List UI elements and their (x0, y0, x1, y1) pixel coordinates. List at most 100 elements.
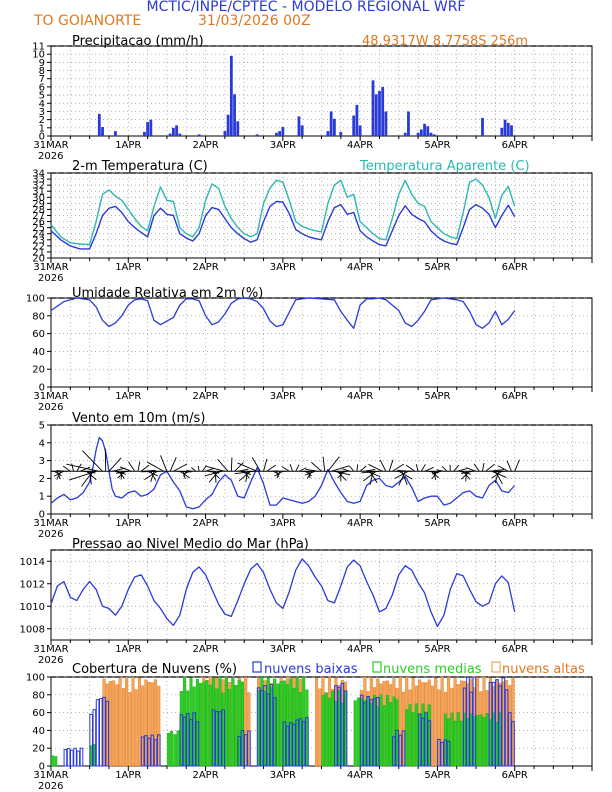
low-cloud-bar (266, 693, 271, 767)
x-tick-label: 5APR (424, 518, 450, 529)
x-tick-label: 6APR (502, 391, 528, 402)
x-tick-label: 6APR (502, 140, 528, 151)
y-tick-label: 25 (32, 223, 45, 234)
mid-cloud-bar (51, 755, 55, 767)
y-tick-label: 20 (32, 365, 45, 376)
low-cloud-bar (243, 734, 248, 767)
wind-arrow (119, 466, 132, 472)
x-tick-label: 3APR (270, 391, 296, 402)
wind-arrow (349, 465, 355, 472)
y-tick-label: 27 (32, 211, 45, 222)
wind-arrow (431, 470, 441, 475)
y-tick-label: 80 (32, 311, 45, 322)
wind-arrow (237, 468, 249, 472)
precip-bar (300, 125, 304, 136)
low-cloud-bar (189, 718, 193, 767)
y-tick-label: 100 (26, 673, 45, 684)
low-cloud-bar (285, 725, 290, 767)
wind-arrow (76, 463, 82, 472)
low-cloud-bar (185, 712, 190, 767)
wind-arrow (361, 470, 380, 474)
y-tick-label: 11 (32, 42, 45, 53)
y-tick-label: 29 (32, 199, 45, 210)
wind-arrow (71, 463, 74, 472)
x-tick-label: 2APR (192, 262, 218, 273)
low-cloud-bar (156, 734, 161, 767)
mid-cloud-bar (279, 681, 283, 767)
low-cloud-bar (269, 683, 274, 767)
wind-arrow (398, 470, 413, 480)
wind-arrow (405, 464, 416, 472)
wind-arrow (197, 465, 200, 472)
x-tick-label: 2APR (192, 770, 218, 781)
low-cloud-bar (211, 709, 216, 767)
x-tick-label: 31MAR (33, 518, 68, 529)
precip-bar (358, 125, 362, 136)
precip-bar (510, 125, 513, 136)
low-cloud-bar (195, 721, 200, 767)
wind-arrow (238, 470, 251, 482)
precip-bar (329, 111, 333, 136)
mid-cloud-bar (479, 714, 483, 767)
wind-arrow (263, 458, 268, 472)
low-cloud-bar (144, 735, 148, 767)
y-tick-label: 1 (39, 492, 45, 503)
wind-arrow (327, 456, 340, 472)
y-tick-label: 1014 (20, 557, 45, 568)
y-tick-label: 33 (32, 175, 45, 186)
low-cloud-bar (247, 730, 251, 767)
low-cloud-bar (305, 717, 309, 767)
high-cloud-bar (315, 678, 319, 767)
low-cloud-bar (507, 712, 512, 767)
y-tick-label: 0 (39, 510, 45, 521)
y-tick-label: 32 (32, 181, 45, 192)
y-tick-label: 31 (32, 187, 45, 198)
y-tick-label: 30 (32, 193, 45, 204)
wind-arrow (173, 463, 188, 472)
low-cloud-bar (443, 739, 448, 767)
low-cloud-legend: nuvens baixas (264, 662, 358, 677)
mid-cloud-bar (327, 697, 331, 767)
mid-cloud-bar (331, 690, 335, 767)
wind-arrow (289, 463, 293, 472)
y-tick-label: 22 (32, 241, 45, 252)
low-cloud-bar (398, 734, 403, 767)
x-tick-label: 1APR (115, 644, 141, 655)
mid-cloud-bar (382, 705, 386, 767)
x-year-label: 2026 (38, 529, 63, 540)
wind-arrow (394, 470, 409, 479)
mid-cloud-bar (276, 683, 280, 767)
low-cloud-bar (237, 735, 242, 767)
precip-bar (278, 131, 282, 136)
wind-arrow (298, 467, 307, 472)
precip-bar (423, 123, 426, 136)
low-cloud-bar (340, 682, 345, 767)
wind-arrow (141, 470, 161, 473)
mid-cloud-bar (476, 715, 480, 767)
mid-cloud-bar (208, 684, 212, 767)
high-cloud-bar (112, 680, 116, 767)
low-cloud-bar (334, 685, 338, 767)
mid-cloud-bar (408, 704, 412, 767)
x-tick-label: 1APR (115, 770, 141, 781)
humidity-panel: Umidade Relativa em 2m (%) 0 20 40 60 80 100 3… (26, 286, 593, 413)
wind-arrow (436, 469, 444, 472)
low-cloud-bar (375, 696, 380, 767)
low-cloud-bar (427, 720, 432, 767)
humidity-title: Umidade Relativa em 2m (%) (72, 286, 263, 301)
mid-cloud-bar (224, 676, 228, 767)
x-tick-label: 4APR (347, 140, 373, 151)
precip-bar (149, 119, 153, 136)
low-cloud-bar (343, 690, 348, 767)
low-cloud-bar (440, 741, 444, 767)
coords-label: 48.9317W 8.7758S 256m (362, 34, 528, 49)
wind-arrow (441, 466, 448, 472)
low-cloud-bar (288, 722, 293, 767)
wind-arrow (491, 470, 503, 479)
mid-cloud-bar (389, 702, 393, 767)
wind-title: Vento em 10m (m/s) (72, 411, 205, 426)
x-tick-label: 31MAR (33, 140, 68, 151)
x-tick-label: 1APR (115, 262, 141, 273)
y-tick-label: 24 (32, 229, 45, 240)
y-tick-label: 40 (32, 726, 45, 737)
